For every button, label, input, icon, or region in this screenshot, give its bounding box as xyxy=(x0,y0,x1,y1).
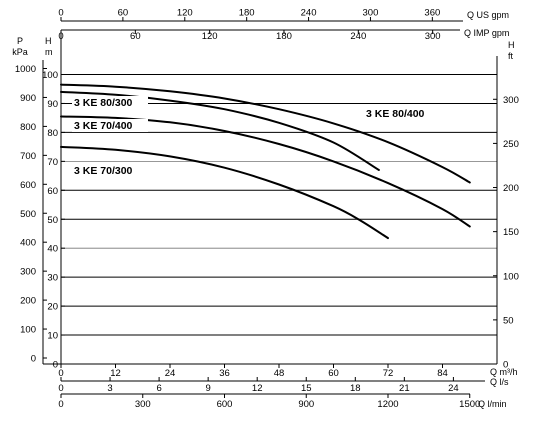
head-tick-label-40: 40 xyxy=(47,244,58,255)
us-gpm-axis-label: Q US gpm xyxy=(467,10,509,20)
head-tick-label-100: 100 xyxy=(42,70,58,81)
us-gpm-tick-label-240: 240 xyxy=(301,8,317,19)
imp-gpm-axis-label: Q IMP gpm xyxy=(464,28,509,38)
q-ls-tick-label-0: 0 xyxy=(58,383,63,394)
q-lmin-tick-label-0: 0 xyxy=(58,399,63,410)
head-tick-label-70: 70 xyxy=(47,157,58,168)
q-ls-tick-label-6: 6 xyxy=(156,383,161,394)
ft-tick-label-200: 200 xyxy=(503,183,519,194)
imp-gpm-tick-label-240: 240 xyxy=(350,31,366,42)
pressure-axis-label-line2: kPa xyxy=(12,47,28,57)
pressure-tick-label-300: 300 xyxy=(20,267,36,278)
q-m3h-tick-label-84: 84 xyxy=(437,368,448,379)
pressure-axis-label-line1: P xyxy=(17,36,23,46)
imp-gpm-tick-label-60: 60 xyxy=(130,31,141,42)
q-m3h-tick-label-36: 36 xyxy=(219,368,230,379)
head-tick-label-80: 80 xyxy=(47,128,58,139)
curve-label-bg-3-ke-80-300 xyxy=(72,96,148,109)
q-ls-tick-label-12: 12 xyxy=(252,383,263,394)
curve-3-ke-70-400 xyxy=(60,115,471,228)
q-m3h-tick-label-72: 72 xyxy=(383,368,394,379)
pressure-tick-label-500: 500 xyxy=(20,209,36,220)
ft-tick-label-250: 250 xyxy=(503,139,519,150)
q-m3h-axis-label: Q m³/h xyxy=(490,367,518,377)
ft-axis-label-line2: ft xyxy=(508,51,514,61)
curve-label-3-ke-70-300: 3 KE 70/300 xyxy=(74,165,133,177)
ft-tick-label-300: 300 xyxy=(503,95,519,106)
q-ls-tick-label-21: 21 xyxy=(399,383,410,394)
head-axis-label-line1: H xyxy=(45,36,52,46)
q-lmin-tick-label-1500: 1500 xyxy=(459,399,480,410)
ft-axis-label-line1: H xyxy=(508,40,515,50)
q-lmin-tick-label-300: 300 xyxy=(135,399,151,410)
curve-3-ke-70-300 xyxy=(60,145,389,240)
us-gpm-tick-label-180: 180 xyxy=(239,8,255,19)
pressure-tick-label-900: 900 xyxy=(20,93,36,104)
pressure-tick-label-100: 100 xyxy=(20,325,36,336)
us-gpm-tick-label-0: 0 xyxy=(58,8,63,19)
q-m3h-tick-label-60: 60 xyxy=(328,368,339,379)
q-lmin-tick-label-600: 600 xyxy=(217,399,233,410)
head-axis-label-line2: m xyxy=(45,47,53,57)
curve-label-bg-3-ke-70-400 xyxy=(72,119,148,132)
q-ls-tick-label-24: 24 xyxy=(448,383,459,394)
q-m3h-tick-label-0: 0 xyxy=(58,368,63,379)
head-tick-label-60: 60 xyxy=(47,186,58,197)
us-gpm-tick-label-360: 360 xyxy=(424,8,440,19)
us-gpm-tick-label-60: 60 xyxy=(118,8,129,19)
us-gpm-tick-label-120: 120 xyxy=(177,8,193,19)
curve-label-3-ke-70-400: 3 KE 70/400 xyxy=(74,120,133,132)
q-m3h-tick-label-48: 48 xyxy=(274,368,285,379)
q-lmin-axis-label: Q l/min xyxy=(478,399,507,409)
q-lmin-tick-label-900: 900 xyxy=(298,399,314,410)
curve-label-3-ke-80-300: 3 KE 80/300 xyxy=(74,97,133,109)
curve-label-3-ke-80-400: 3 KE 80/400 xyxy=(366,108,425,120)
q-lmin-tick-label-1200: 1200 xyxy=(377,399,398,410)
q-m3h-tick-label-12: 12 xyxy=(110,368,121,379)
q-m3h-tick-label-24: 24 xyxy=(165,368,176,379)
q-ls-tick-label-18: 18 xyxy=(350,383,361,394)
head-tick-label-20: 20 xyxy=(47,302,58,313)
head-tick-label-30: 30 xyxy=(47,273,58,284)
head-tick-label-0: 0 xyxy=(53,360,58,371)
pressure-tick-label-0: 0 xyxy=(31,354,36,365)
pressure-tick-label-700: 700 xyxy=(20,151,36,162)
axes xyxy=(42,17,498,398)
performance-curves xyxy=(60,83,471,240)
pressure-tick-label-800: 800 xyxy=(20,122,36,133)
us-gpm-tick-label-300: 300 xyxy=(363,8,379,19)
curve-3-ke-80-300 xyxy=(60,90,380,171)
ft-tick-label-0: 0 xyxy=(503,360,508,371)
q-ls-tick-label-15: 15 xyxy=(301,383,312,394)
pressure-tick-label-400: 400 xyxy=(20,238,36,249)
head-tick-label-50: 50 xyxy=(47,215,58,226)
pressure-tick-label-200: 200 xyxy=(20,296,36,307)
head-tick-label-10: 10 xyxy=(47,331,58,342)
curve-3-ke-80-400 xyxy=(60,83,471,184)
q-ls-tick-label-3: 3 xyxy=(107,383,112,394)
head-tick-label-90: 90 xyxy=(47,99,58,110)
pressure-tick-label-1000: 1000 xyxy=(15,64,36,75)
q-ls-axis-label: Q l/s xyxy=(490,377,509,387)
ft-tick-label-50: 50 xyxy=(503,315,514,326)
ft-tick-label-150: 150 xyxy=(503,227,519,238)
imp-gpm-tick-label-120: 120 xyxy=(202,31,218,42)
curve-labels: 3 KE 80/400 3 KE 80/300 3 KE 70/400 3 KE 70… xyxy=(72,96,425,177)
imp-gpm-tick-label-300: 300 xyxy=(425,31,441,42)
grid xyxy=(61,74,497,365)
pressure-tick-label-600: 600 xyxy=(20,180,36,191)
imp-gpm-tick-label-180: 180 xyxy=(276,31,292,42)
imp-gpm-tick-label-0: 0 xyxy=(58,31,63,42)
q-ls-tick-label-9: 9 xyxy=(206,383,211,394)
ft-tick-label-100: 100 xyxy=(503,271,519,282)
